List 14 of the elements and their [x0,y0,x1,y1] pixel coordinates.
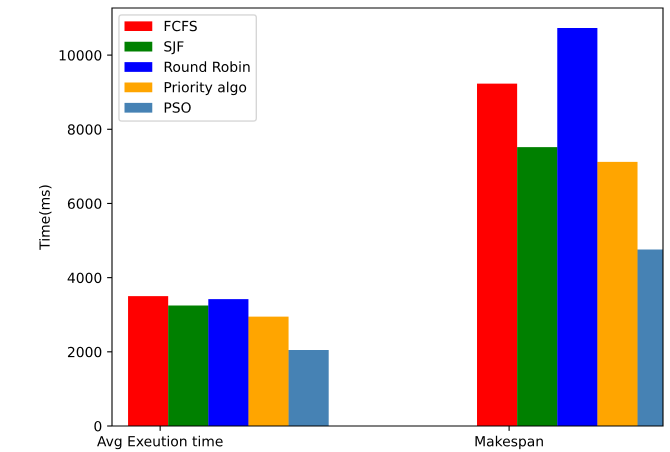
y-tick-label: 4000 [68,272,102,284]
y-tick-label: 2000 [68,346,102,358]
legend-label: PSO [164,102,191,113]
x-tick-label: Avg Exeution time [97,436,223,450]
y-tick-label: 0 [94,420,102,432]
y-tick-label: 8000 [68,124,102,135]
y-tick-label: 6000 [68,198,102,209]
legend-label: Round Robin [164,61,250,72]
y-tick-label: 10000 [60,50,102,61]
x-tick-label: Makespan [476,436,543,450]
y-axis-title: Time(ms) [39,185,52,250]
legend-label: SJF [164,41,184,54]
legend-label: FCFS [164,20,197,32]
legend-label: Priority algo [164,82,246,96]
